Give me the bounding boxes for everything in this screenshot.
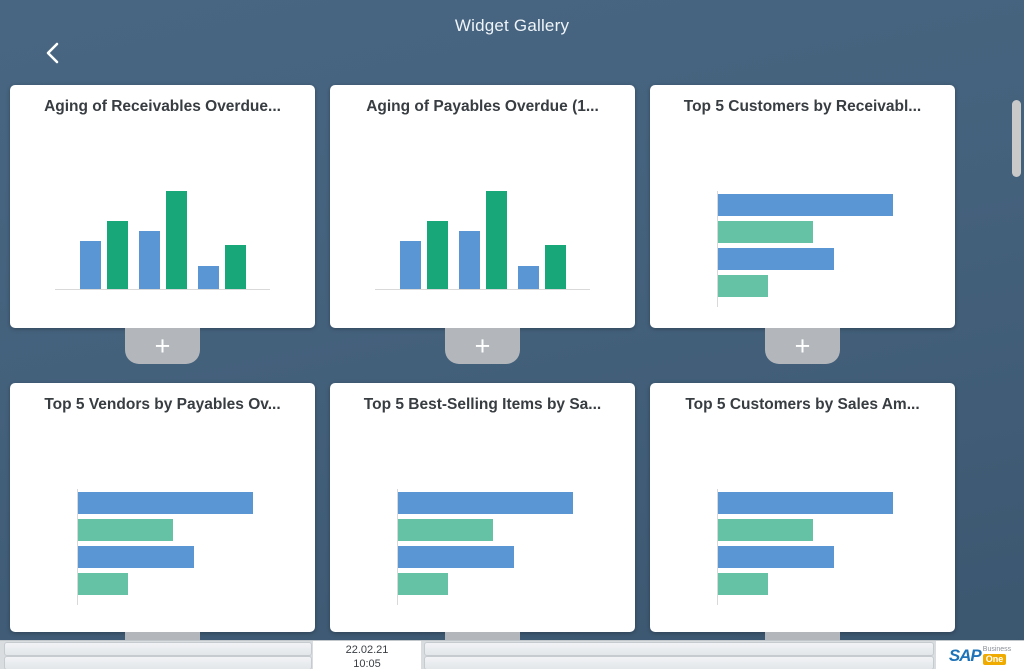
sap-logo-text: SAP (948, 645, 982, 665)
column-bar (165, 190, 187, 289)
back-button[interactable] (42, 40, 68, 66)
widget-card[interactable]: Top 5 Customers by Receivabl... (650, 85, 955, 328)
horizontal-bar (398, 519, 494, 541)
status-pane (4, 642, 312, 656)
date-label: 22.02.21 (345, 644, 389, 656)
add-widget-button[interactable]: + (125, 328, 200, 364)
widget-title: Aging of Receivables Overdue... (44, 98, 281, 115)
add-widget-button-peek[interactable] (765, 632, 840, 640)
vertical-scrollbar-thumb[interactable] (1012, 100, 1021, 177)
horizontal-bar (78, 492, 253, 514)
column-bar (458, 230, 480, 289)
column-bar (138, 230, 160, 289)
column-bar (544, 244, 566, 289)
time-label: 10:05 (353, 658, 381, 669)
column-bar (399, 241, 421, 289)
column-bar (485, 190, 507, 289)
business-label: Business (982, 646, 1012, 653)
widget-title: Aging of Payables Overdue (1... (366, 98, 599, 115)
column-bar (224, 244, 246, 289)
horizontal-bar (398, 492, 573, 514)
horizontal-bar (718, 573, 768, 595)
horizontal-bar (718, 194, 893, 216)
add-widget-button[interactable]: + (765, 328, 840, 364)
horizontal-bar (718, 519, 814, 541)
business-one-wordmark: Business One (982, 646, 1012, 665)
bar-chart-preview (77, 489, 305, 605)
column-bar (197, 266, 219, 289)
bar-chart-preview (397, 489, 625, 605)
widget-card[interactable]: Top 5 Customers by Sales Am... (650, 383, 955, 632)
widget-card[interactable]: Top 5 Best-Selling Items by Sa... (330, 383, 635, 632)
column-bar (517, 266, 539, 289)
one-badge: One (982, 654, 1007, 665)
horizontal-bar (398, 546, 514, 568)
chevron-left-icon (42, 41, 68, 65)
horizontal-bar (78, 573, 128, 595)
horizontal-bar (718, 275, 768, 297)
status-bar: 22.02.21 10:05 SAP Business One (0, 640, 1024, 669)
add-widget-button-peek[interactable] (445, 632, 520, 640)
add-widget-button[interactable]: + (445, 328, 520, 364)
status-pane (4, 656, 312, 669)
horizontal-bar (78, 546, 194, 568)
bar-chart-preview (717, 489, 945, 605)
page-title: Widget Gallery (454, 16, 570, 35)
column-bar (426, 220, 448, 289)
widget-title: Top 5 Customers by Receivabl... (683, 98, 922, 115)
sap-business-one-logo: SAP Business One (936, 641, 1024, 669)
horizontal-bar (718, 221, 814, 243)
horizontal-bar (78, 519, 174, 541)
horizontal-bar (718, 546, 834, 568)
widget-title: Top 5 Customers by Sales Am... (685, 396, 920, 413)
column-chart-preview (55, 181, 270, 290)
widget-card[interactable]: Aging of Payables Overdue (1... (330, 85, 635, 328)
app-header: Widget Gallery (0, 0, 1024, 80)
add-widget-button-peek[interactable] (125, 632, 200, 640)
widget-title: Top 5 Best-Selling Items by Sa... (363, 396, 602, 413)
column-chart-preview (375, 181, 590, 290)
horizontal-bar (718, 248, 834, 270)
column-bar (106, 220, 128, 289)
bar-chart-preview (717, 191, 945, 307)
horizontal-bar (398, 573, 448, 595)
status-pane (424, 656, 934, 669)
status-pane (424, 642, 934, 656)
widget-title: Top 5 Vendors by Payables Ov... (44, 396, 281, 413)
datetime-display: 22.02.21 10:05 (313, 641, 421, 669)
column-bar (79, 241, 101, 289)
horizontal-bar (718, 492, 893, 514)
widget-card[interactable]: Top 5 Vendors by Payables Ov... (10, 383, 315, 632)
widget-card[interactable]: Aging of Receivables Overdue... (10, 85, 315, 328)
